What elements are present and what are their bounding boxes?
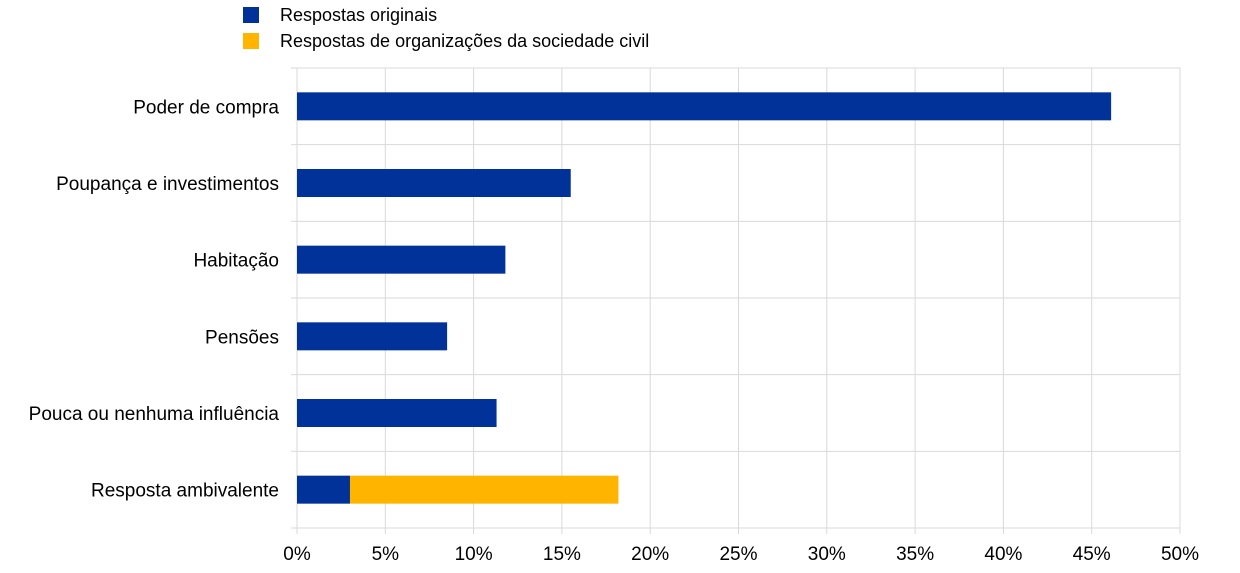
x-tick-label: 45% [1073,544,1111,565]
x-tick-label: 10% [455,544,493,565]
x-tick-label: 25% [719,544,757,565]
legend-swatch-originais [243,7,259,23]
x-tick-label: 15% [543,544,581,565]
legend-item-sociedade-civil: Respostas de organizações da sociedade c… [243,28,649,54]
y-category-label: Habitação [193,251,279,272]
y-category-label: Resposta ambivalente [91,481,279,502]
y-category-label: Poder de compra [133,97,279,118]
x-tick-label: 40% [984,544,1022,565]
legend: Respostas originais Respostas de organiz… [243,2,649,54]
bar-originais [297,399,497,427]
legend-label-originais: Respostas originais [280,4,438,25]
x-tick-label: 5% [372,544,400,565]
bar-originais [297,322,448,351]
y-category-label: Pouca ou nenhuma influência [29,404,280,425]
x-tick-label: 50% [1161,544,1199,565]
bar-originais [297,245,506,274]
x-tick-label: 35% [896,544,934,565]
bar-sociedade-civil [349,475,619,504]
y-category-label: Poupança e investimentos [56,174,279,195]
bar-originais [297,169,571,197]
y-category-label: Pensões [205,327,279,348]
legend-swatch-sociedade-civil [243,33,259,49]
bar-originais [297,92,1112,121]
bar-originais [297,475,350,504]
x-tick-label: 30% [808,544,846,565]
x-tick-label: 0% [283,544,311,565]
legend-item-originais: Respostas originais [243,2,649,28]
x-tick-label: 20% [631,544,669,565]
legend-label-sociedade-civil: Respostas de organizações da sociedade c… [280,30,650,51]
